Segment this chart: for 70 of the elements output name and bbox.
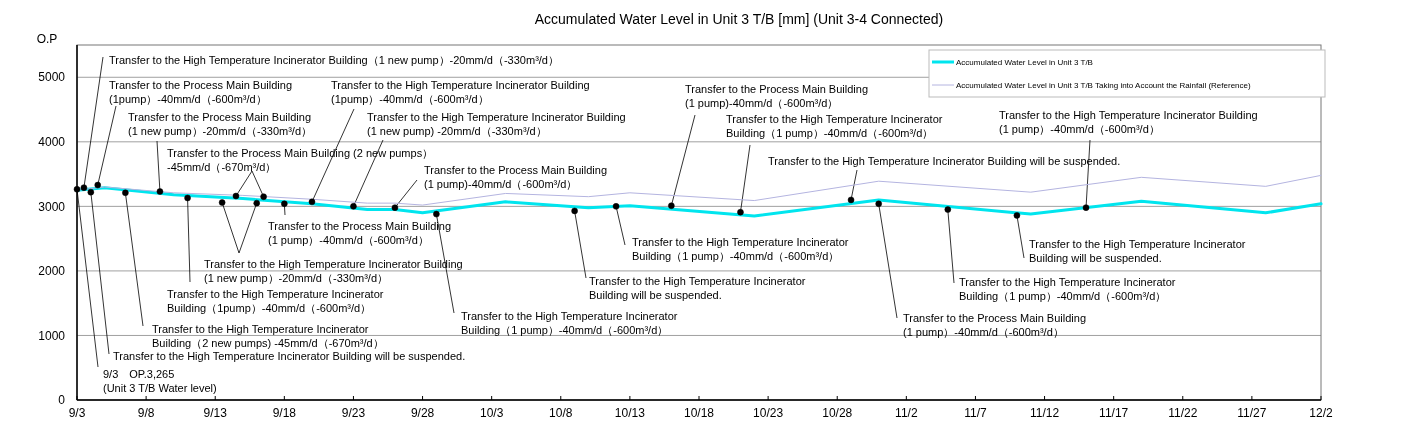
y-tick-label: 5000: [38, 70, 66, 85]
x-tick-label: 9/23: [341, 406, 366, 420]
annotation: Transfer to the Process Main Building (1 pump)-40mm/d（-600m³/d）: [424, 164, 608, 190]
annotation: Transfer to the High Temperature Incinerator Building（1pump）-40mm/d（-600m³/d）: [167, 288, 384, 314]
annotation: Transfer to the High Temperature Incinerator Building（1 new pump）-20mm/d（-330m³/d）: [109, 54, 559, 66]
annotation: Transfer to the High Temperature Incinerator Building（1 pump）-40mm/d（-600m³/d）: [461, 310, 678, 336]
point: [944, 206, 952, 213]
legend-label: Accumulated Water Level in Unit 3 T/B: [956, 57, 1093, 67]
annotation: Transfer to the High Temperature Incinerator Building (1 new pump）-20mm/d（-330m³/d）: [204, 258, 463, 284]
y-tick-label: 2000: [38, 264, 66, 279]
point: [1082, 204, 1090, 211]
point: [184, 194, 191, 202]
point: [875, 200, 882, 208]
point: [87, 188, 95, 196]
x-tick-label: 10/3: [479, 406, 504, 420]
x-tick-label: 10/13: [614, 406, 646, 420]
y-tick-label: 4000: [38, 135, 66, 150]
point: [308, 198, 316, 206]
annotation: Transfer to the High Temperature Incinerator Building（1 pump）-40mm/d（-600m³/d）: [959, 276, 1176, 302]
annotation: Transfer to the Process Main Building (1 pump)-40mm/d（-600m³/d）: [685, 83, 869, 109]
x-tick-label: 10/18: [683, 406, 715, 420]
point: [433, 210, 440, 218]
x-tick-label: 11/7: [964, 406, 987, 420]
point: [571, 207, 578, 215]
x-tick-label: 11/12: [1029, 406, 1060, 420]
point: [156, 188, 164, 195]
annotation: Transfer to the High Temperature Incinerator Building will be suspended.: [768, 155, 1121, 167]
annotation: Transfer to the High Temperature Incinerator Building (1pump）-40mm/d（-600m³/d）: [331, 79, 590, 105]
annotation: Transfer to the High Temperature Incinerator Building will be suspended.: [1029, 238, 1246, 264]
x-tick-label: 12/2: [1309, 406, 1333, 420]
y-tick-label: 0: [58, 393, 66, 408]
x-tick-label: 9/18: [272, 406, 297, 420]
annotation: Transfer to the High Temperature Incinerator Building will be suspended.: [113, 350, 466, 362]
point: [668, 202, 675, 209]
x-tick-label: 11/22: [1168, 406, 1198, 420]
point: [737, 208, 744, 216]
y-axis-title: O.P: [36, 32, 58, 46]
x-tick-label: 9/28: [410, 406, 435, 420]
point: [281, 200, 288, 208]
x-tick-label: 11/27: [1237, 406, 1267, 420]
annotation: Transfer to the High Temperature Incinerator Building will be suspended.: [589, 275, 806, 301]
annotation: 9/3 OP.3,265 (Unit 3 T/B Water level): [103, 368, 217, 394]
annotation: Transfer to the Process Main Building (1 pump）-40mm/d（-600m³/d）: [268, 220, 452, 246]
point: [391, 204, 399, 211]
point: [350, 203, 357, 210]
chart-title: Accumulated Water Level in Unit 3 T/B [mm] (Unit 3-4 Connected): [534, 11, 944, 27]
point: [73, 186, 81, 193]
annotation: Transfer to the Process Main Building (1pump）-40mm/d（-600m³/d）: [109, 79, 293, 105]
point: [612, 203, 620, 210]
annotation: Transfer to the Process Main Building (1 pump）-40mm/d（-600m³/d）: [903, 312, 1087, 338]
x-tick-label: 10/23: [753, 406, 784, 420]
x-tick-label: 9/3: [68, 406, 86, 420]
y-tick-label: 3000: [38, 199, 66, 214]
point: [847, 196, 855, 204]
y-tick-label: 1000: [38, 328, 66, 343]
point: [1013, 212, 1021, 219]
annotation: Transfer to the High Temperature Incinerator Building（2 new pumps) -45mm/d（-670m³/d）: [152, 323, 384, 349]
annotation: Transfer to the High Temperature Incinerator Building（1 pump）-40mm/d（-600m³/d）: [632, 236, 849, 262]
legend-label: Accumulated Water Level in Unit 3 T/B Taking into Account the Rainfall (Reference): [956, 80, 1251, 90]
x-tick-label: 9/13: [203, 406, 228, 420]
annotation: Transfer to the High Temperature Incinerator Building (1 new pump) -20mm/d（-330m³/d）: [367, 111, 626, 137]
x-tick-label: 10/28: [822, 406, 853, 420]
x-tick-label: 10/8: [549, 406, 573, 420]
x-tick-label: 9/8: [137, 406, 155, 420]
x-tick-label: 11/17: [1099, 406, 1129, 420]
annotation: Transfer to the High Temperature Incinerator Building (1 pump）-40mm/d（-600m³/d）: [999, 109, 1258, 135]
annotation: Transfer to the Process Main Building (1 new pump）-20mm/d（-330m³/d）: [128, 111, 313, 137]
x-tick-label: 11/2: [895, 406, 918, 420]
annotation: Transfer to the High Temperature Incinerator Building（1 pump）-40mm/d（-600m³/d）: [726, 113, 943, 139]
point: [253, 199, 260, 207]
